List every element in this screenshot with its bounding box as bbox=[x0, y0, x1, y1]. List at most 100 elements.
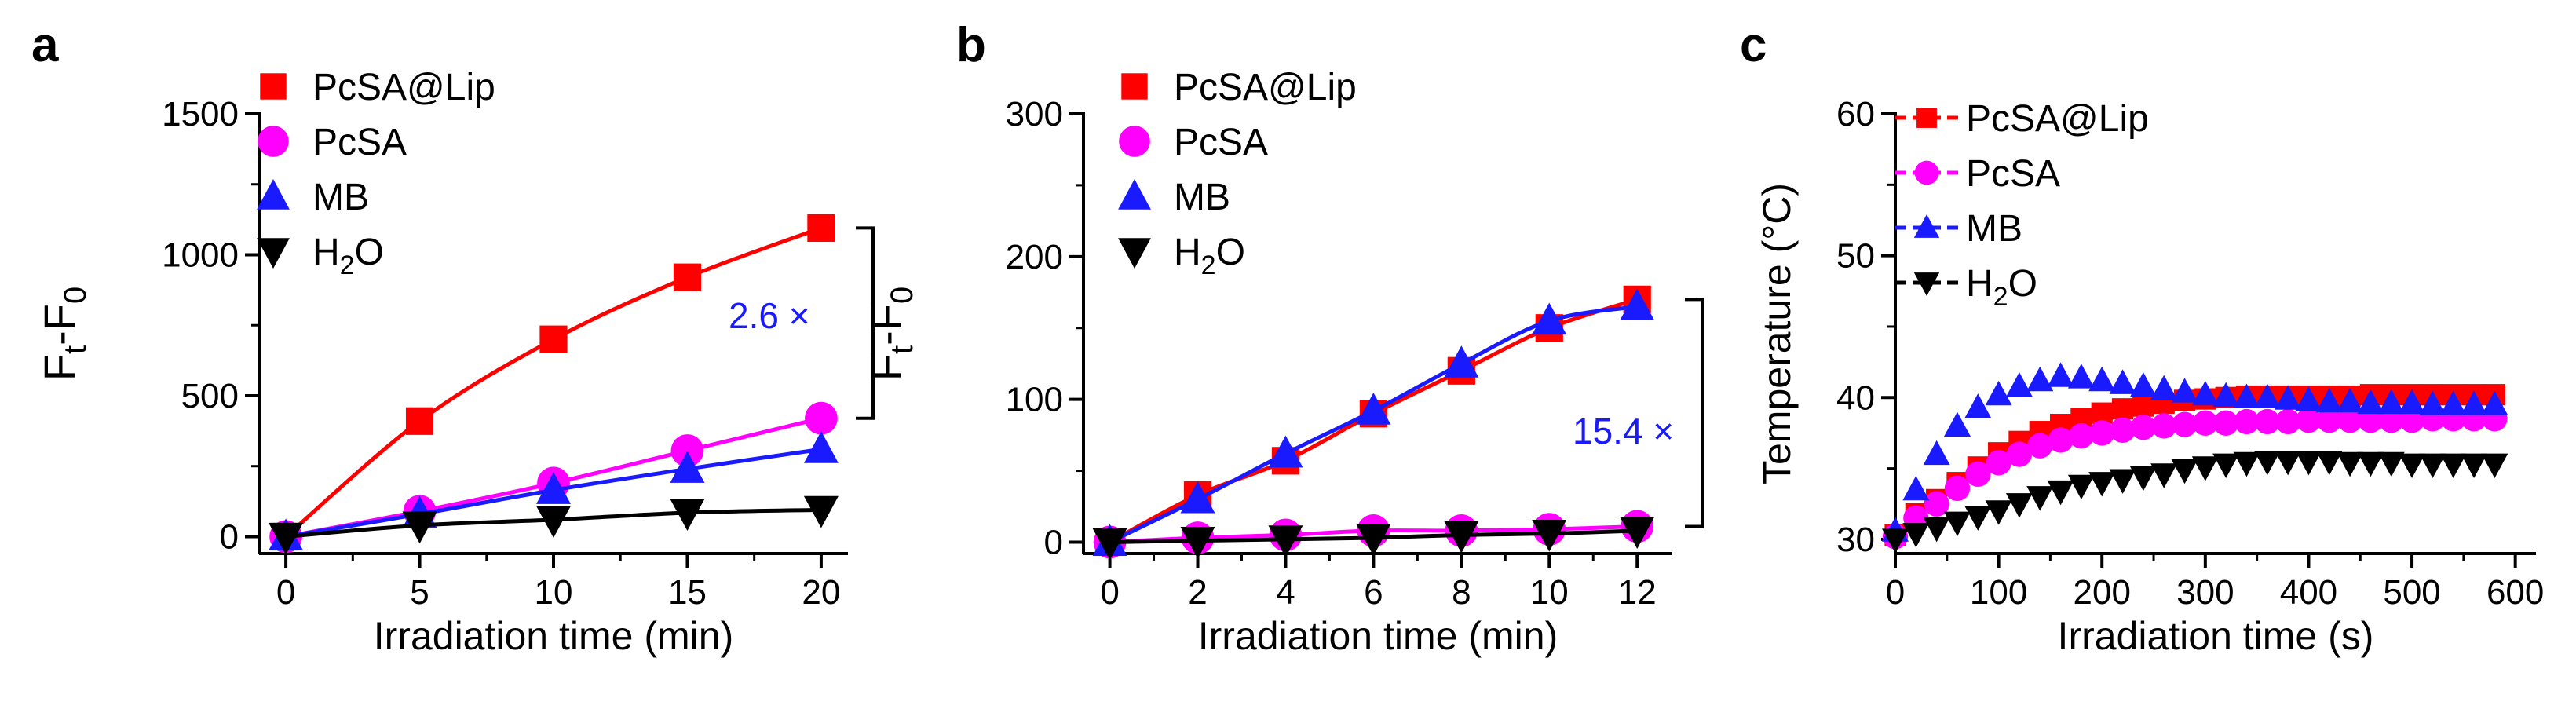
data-point bbox=[2358, 408, 2384, 433]
data-point bbox=[2315, 387, 2343, 413]
legend-marker bbox=[1914, 160, 1939, 185]
data-point bbox=[2275, 450, 2302, 476]
data-point bbox=[2295, 386, 2322, 411]
data-point bbox=[2296, 408, 2322, 433]
data-point bbox=[1620, 288, 1655, 321]
data-point bbox=[1923, 517, 1950, 543]
y-tick-label: 1500 bbox=[162, 95, 239, 133]
data-point bbox=[1356, 524, 1391, 557]
data-point bbox=[2091, 402, 2113, 424]
data-point bbox=[2461, 390, 2488, 415]
data-point bbox=[1882, 528, 1909, 554]
x-tick-label: 400 bbox=[2280, 573, 2337, 612]
data-point bbox=[2129, 371, 2157, 397]
x-axis-title: Irradiation time (s) bbox=[2058, 614, 2374, 658]
data-point bbox=[1902, 523, 1930, 548]
data-point bbox=[2110, 417, 2136, 443]
data-point bbox=[670, 499, 705, 532]
x-tick-label: 12 bbox=[1618, 573, 1657, 612]
x-tick-label: 6 bbox=[1364, 573, 1383, 612]
legend-entry: PcSA@Lip bbox=[260, 67, 495, 108]
series-h2o bbox=[1882, 450, 2508, 554]
y-tick-label: 100 bbox=[1006, 381, 1063, 419]
x-tick-label: 8 bbox=[1452, 573, 1471, 612]
data-point bbox=[2234, 408, 2260, 435]
data-point bbox=[1944, 475, 1971, 502]
data-point bbox=[1986, 450, 2011, 476]
data-point bbox=[2005, 371, 2033, 397]
data-point bbox=[2316, 408, 2342, 433]
y-tick-label: 0 bbox=[1044, 523, 1063, 561]
data-point bbox=[2357, 389, 2384, 415]
fold-change-bracket: 15.4 × bbox=[1573, 298, 1704, 528]
data-point bbox=[2171, 459, 2198, 484]
legend-entry: MB bbox=[1118, 177, 1230, 218]
y-tick-label: 30 bbox=[1836, 521, 1875, 559]
data-point bbox=[2275, 385, 2302, 410]
data-point bbox=[2130, 415, 2157, 440]
data-point bbox=[1943, 411, 1971, 437]
legend-label: PcSA bbox=[1174, 122, 1268, 163]
data-point bbox=[2399, 408, 2425, 433]
data-point bbox=[1943, 511, 1971, 537]
data-point bbox=[1923, 440, 1950, 466]
data-point bbox=[2109, 369, 2136, 394]
data-point bbox=[673, 263, 702, 291]
x-tick-label: 100 bbox=[1970, 573, 2027, 612]
y-tick-label: 0 bbox=[220, 517, 239, 556]
data-point bbox=[1444, 345, 1479, 378]
data-point bbox=[2439, 453, 2467, 479]
y-axis-title: Temperature (°C) bbox=[1755, 183, 1799, 484]
data-point bbox=[2068, 422, 2095, 449]
data-point bbox=[2005, 493, 2033, 518]
data-point bbox=[1532, 302, 1567, 335]
data-point bbox=[1268, 525, 1303, 557]
data-point bbox=[1964, 393, 1992, 418]
bracket-line bbox=[1685, 298, 1704, 528]
x-tick-label: 0 bbox=[1100, 573, 1119, 612]
legend-label: MB bbox=[1174, 177, 1230, 218]
data-point bbox=[2026, 366, 2054, 392]
data-point bbox=[1902, 475, 1930, 501]
data-point bbox=[536, 472, 571, 504]
data-point bbox=[2006, 441, 2033, 467]
legend-marker bbox=[257, 238, 290, 269]
data-point bbox=[2315, 450, 2343, 476]
data-point bbox=[2026, 486, 2054, 511]
data-point bbox=[2089, 420, 2115, 446]
data-point bbox=[803, 495, 839, 528]
data-point bbox=[2129, 466, 2157, 492]
series-mb bbox=[1092, 288, 1655, 557]
legend-entry: PcSA bbox=[1895, 153, 2060, 195]
data-point bbox=[1985, 500, 2012, 525]
data-point bbox=[2212, 382, 2240, 408]
data-point bbox=[402, 511, 437, 544]
x-axis-title: Irradiation time (min) bbox=[1198, 614, 1558, 658]
data-point bbox=[2150, 375, 2178, 400]
data-point bbox=[2337, 451, 2364, 477]
y-axis-title: Ft-F0 bbox=[861, 287, 919, 381]
x-tick-label: 0 bbox=[276, 573, 295, 612]
fold-change-bracket: 2.6 × bbox=[729, 226, 875, 420]
data-point bbox=[2481, 390, 2508, 415]
legend-entry: H2O bbox=[1895, 263, 2037, 312]
legend-entry: PcSA bbox=[1119, 122, 1268, 163]
data-point bbox=[2295, 450, 2322, 476]
data-point bbox=[2357, 451, 2384, 477]
legend-marker bbox=[1121, 73, 1148, 100]
x-tick-label: 5 bbox=[410, 573, 429, 612]
data-point bbox=[1444, 521, 1479, 554]
data-point bbox=[2337, 387, 2364, 413]
legend-marker bbox=[260, 73, 287, 100]
data-point bbox=[2150, 463, 2178, 488]
data-point bbox=[2192, 410, 2218, 436]
y-tick-label: 50 bbox=[1836, 237, 1875, 276]
x-tick-label: 300 bbox=[2176, 573, 2234, 612]
data-point bbox=[1964, 506, 1992, 531]
data-point bbox=[2212, 453, 2240, 479]
legend-label: PcSA@Lip bbox=[1966, 98, 2149, 140]
data-point bbox=[539, 325, 568, 353]
panel-letter: c bbox=[1740, 18, 1767, 72]
data-point bbox=[1965, 461, 1991, 487]
